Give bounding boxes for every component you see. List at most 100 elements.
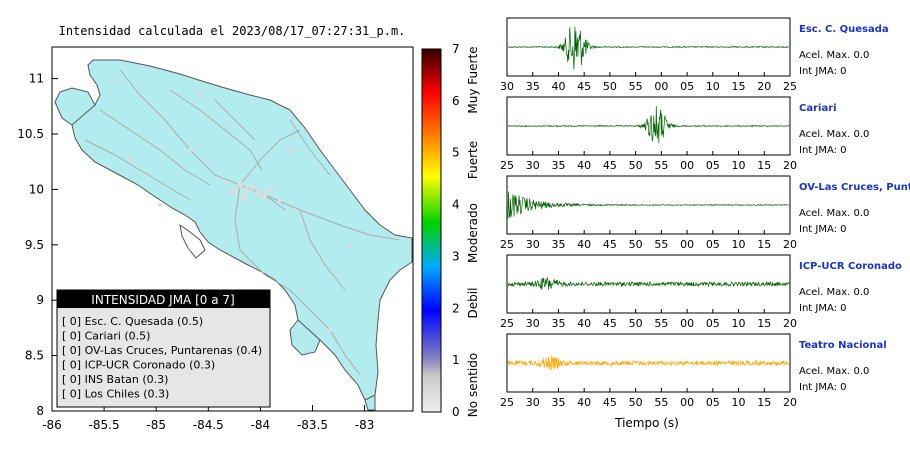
legend-header-bg — [57, 290, 270, 308]
legend-item: [ 0] OV-Las Cruces, Puntarenas (0.4) — [62, 344, 262, 357]
time-tick-label: 10 — [732, 238, 746, 251]
time-tick-label: 45 — [603, 317, 617, 330]
colorbar-tick-label: 4 — [452, 198, 460, 212]
lat-tick-label: 9.5 — [25, 238, 44, 252]
seismogram-trace — [507, 276, 790, 290]
time-tick-label: 40 — [577, 238, 591, 251]
lat-tick-label: 11 — [29, 72, 44, 86]
time-tick-label: 45 — [577, 80, 591, 93]
colorbar-level-label: Muy Fuerte — [466, 46, 480, 113]
time-tick-label: 20 — [783, 317, 797, 330]
time-tick-label: 30 — [526, 238, 540, 251]
colorbar-tick-label: 2 — [452, 301, 460, 315]
time-tick-label: 35 — [551, 159, 565, 172]
time-tick-label: 20 — [757, 80, 771, 93]
legend-box — [56, 289, 271, 408]
time-tick-label: 05 — [706, 238, 720, 251]
lon-tick-label: -83 — [355, 418, 375, 432]
time-tick-label: 45 — [603, 396, 617, 409]
time-tick-label: 15 — [732, 80, 746, 93]
time-tick-label: 45 — [603, 159, 617, 172]
seismogram-panel: 25 30 35 40 45 50 55 00 05 10 15 20 OV-Las Cruces, P… — [500, 175, 910, 251]
colorbar-level-label: Moderado — [466, 203, 480, 263]
time-tick-label: 00 — [680, 238, 694, 251]
station-int: Int JMA: 0 — [799, 224, 847, 235]
lon-tick-label: -84.5 — [193, 418, 224, 432]
time-tick-label: 55 — [654, 317, 668, 330]
time-tick-label: 00 — [680, 396, 694, 409]
seismogram-panels: 30 35 40 45 50 55 00 05 10 15 20 25 Esc. C. Quesada A… — [500, 17, 910, 409]
time-tick-label: 40 — [551, 80, 565, 93]
time-tick-label: 10 — [732, 396, 746, 409]
time-tick-label: 25 — [500, 317, 514, 330]
time-tick-label: 50 — [629, 317, 643, 330]
intensity-colorbar: 0 1 2 3 4 5 6 7 No sentido Debil Moderado Fuerte Mu… — [421, 42, 480, 419]
time-tick-label: 20 — [783, 159, 797, 172]
time-tick-label: 05 — [706, 317, 720, 330]
time-tick-label: 55 — [654, 238, 668, 251]
station-name: Cariari — [799, 103, 837, 114]
lat-tick-label: 8.5 — [25, 349, 44, 363]
colorbar-tick-label: 0 — [452, 405, 460, 419]
time-tick-label: 05 — [706, 159, 720, 172]
time-tick-label: 15 — [757, 159, 771, 172]
x-axis-label: Tiempo (s) — [614, 416, 679, 430]
lon-tick-label: -85 — [146, 418, 166, 432]
station-accel: Acel. Max. 0.0 — [799, 366, 869, 377]
time-tick-label: 25 — [500, 238, 514, 251]
time-tick-label: 25 — [500, 396, 514, 409]
lat-tick-label: 10.5 — [17, 127, 44, 141]
time-tick-label: 40 — [577, 317, 591, 330]
time-tick-label: 15 — [757, 317, 771, 330]
seismogram-panel: 30 35 40 45 50 55 00 05 10 15 20 25 Esc. C. Quesada A… — [500, 17, 889, 93]
time-tick-label: 50 — [629, 238, 643, 251]
legend-item: [ 0] INS Batan (0.3) — [62, 373, 168, 386]
station-name: OV-Las Cruces, Puntar — [799, 182, 910, 193]
station-accel: Acel. Max. 0.0 — [799, 208, 869, 219]
time-tick-label: 30 — [500, 80, 514, 93]
station-name: ICP-UCR Coronado — [799, 261, 902, 272]
time-tick-label: 00 — [680, 317, 694, 330]
time-tick-label: 55 — [629, 80, 643, 93]
legend-item: [ 0] ICP-UCR Coronado (0.3) — [62, 359, 215, 372]
time-tick-label: 00 — [680, 159, 694, 172]
lon-tick-label: -85.5 — [89, 418, 120, 432]
station-int: Int JMA: 0 — [799, 66, 847, 77]
time-tick-label: 40 — [577, 396, 591, 409]
time-tick-label: 30 — [526, 396, 540, 409]
lon-axis: -86 -85.5 -85 -84.5 -84 -83.5 -83 — [42, 405, 374, 432]
town-markers — [113, 78, 352, 332]
time-tick-label: 40 — [577, 159, 591, 172]
legend-item: [ 0] Cariari (0.5) — [62, 330, 150, 343]
time-tick-label: 10 — [732, 159, 746, 172]
time-tick-label: 50 — [629, 396, 643, 409]
time-tick-label: 55 — [654, 159, 668, 172]
time-tick-label: 30 — [526, 159, 540, 172]
legend-header: INTENSIDAD JMA [0 a 7] — [91, 293, 234, 307]
time-tick-label: 20 — [783, 396, 797, 409]
time-tick-label: 05 — [706, 396, 720, 409]
colorbar-tick-label: 6 — [452, 94, 460, 108]
seismogram-trace — [507, 191, 790, 219]
colorbar-tick-label: 1 — [452, 353, 460, 367]
seismogram-panel: 25 30 35 40 45 50 55 00 05 10 15 20 Cariari Acel. Max… — [500, 96, 869, 172]
station-int: Int JMA: 0 — [799, 382, 847, 393]
time-tick-label: 35 — [551, 317, 565, 330]
time-tick-label: 50 — [629, 159, 643, 172]
seismogram-panel: 25 30 35 40 45 50 55 00 05 10 15 20 ICP-UCR Coronado… — [500, 254, 902, 330]
lat-tick-label: 8 — [36, 404, 44, 418]
station-accel: Acel. Max. 0.0 — [799, 287, 869, 298]
station-name: Esc. C. Quesada — [799, 24, 889, 35]
time-tick-label: 10 — [706, 80, 720, 93]
time-tick-label: 15 — [757, 396, 771, 409]
colorbar-tick-label: 7 — [452, 42, 460, 56]
colorbar-level-label: Debil — [466, 288, 480, 319]
station-int: Int JMA: 0 — [799, 145, 847, 156]
time-tick-label: 25 — [500, 159, 514, 172]
time-tick-label: 55 — [654, 396, 668, 409]
nicoya-peninsula — [54, 87, 96, 126]
time-tick-label: 50 — [603, 80, 617, 93]
seismogram-panel: 25 30 35 40 45 50 55 00 05 10 15 20 Teatro Nacional A… — [500, 333, 887, 409]
time-tick-label: 10 — [732, 317, 746, 330]
